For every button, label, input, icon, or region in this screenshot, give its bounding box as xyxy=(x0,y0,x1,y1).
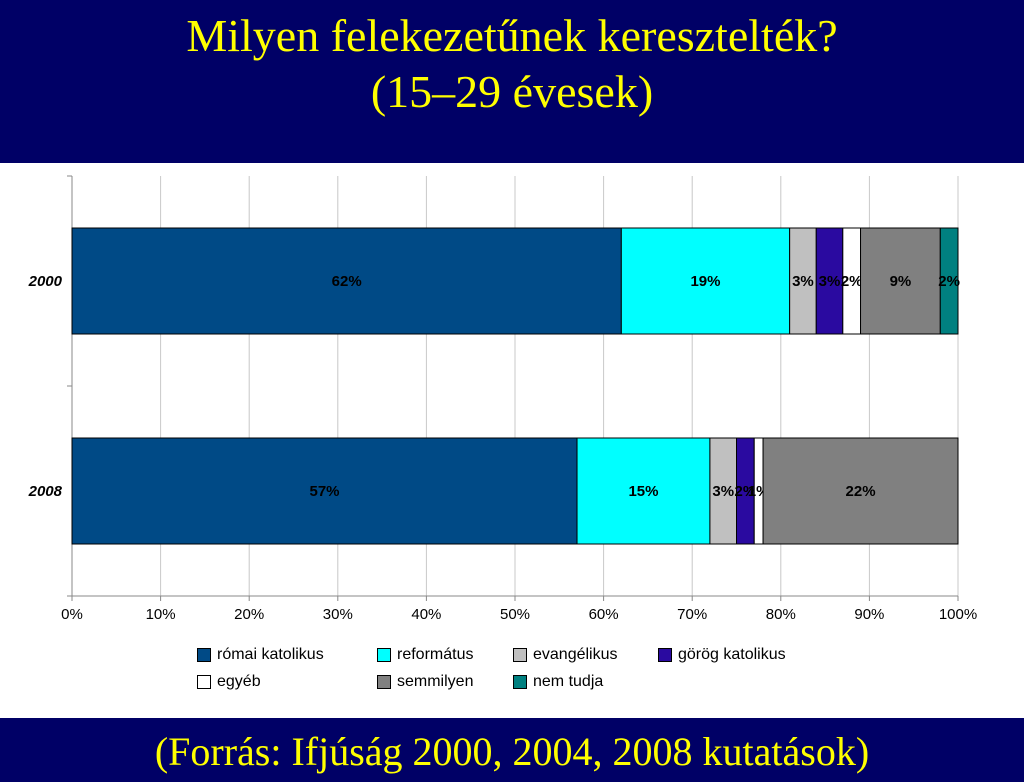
data-label: 3% xyxy=(819,273,841,290)
x-tick-label: 100% xyxy=(939,606,977,623)
bar-segment xyxy=(815,227,844,335)
bar-segment xyxy=(789,227,817,335)
x-tick-label: 60% xyxy=(589,606,619,623)
chart-panel: 0% 10% 20% 30% 40% 50% 60% 70% 80% 90% 100% 2000 62%… xyxy=(0,163,1024,718)
legend-swatch xyxy=(513,648,527,662)
title-line-2: (15–29 évesek) xyxy=(370,66,654,117)
legend-label: egyéb xyxy=(217,673,261,690)
legend-item: római katolikus xyxy=(197,644,377,666)
legend-item: semmilyen xyxy=(377,671,513,693)
category-label: 2008 xyxy=(28,483,63,500)
data-label: 2% xyxy=(938,273,960,290)
x-tick-label: 70% xyxy=(677,606,707,623)
legend-item: nem tudja xyxy=(513,671,658,693)
legend-item: evangélikus xyxy=(513,644,658,666)
data-label: 57% xyxy=(309,483,339,500)
legend-swatch xyxy=(513,675,527,689)
data-label: 15% xyxy=(628,483,658,500)
legend-label: semmilyen xyxy=(397,673,474,690)
data-label: 3% xyxy=(712,483,734,500)
x-tick-label: 30% xyxy=(323,606,353,623)
x-tick-label: 10% xyxy=(146,606,176,623)
bar-segment xyxy=(620,227,791,335)
x-tick-label: 80% xyxy=(766,606,796,623)
slide-title: Milyen felekezetűnek keresztelték? (15–2… xyxy=(0,8,1024,120)
bar-segment xyxy=(860,227,941,335)
bar-segment xyxy=(576,437,711,545)
legend-swatch xyxy=(377,675,391,689)
x-tick-label: 50% xyxy=(500,606,530,623)
legend-label: református xyxy=(397,646,474,663)
legend-item: görög katolikus xyxy=(658,644,828,666)
legend-label: nem tudja xyxy=(533,673,604,690)
legend-swatch xyxy=(658,648,672,662)
legend-label: evangélikus xyxy=(533,646,618,663)
data-label: 22% xyxy=(846,483,876,500)
bar-segment xyxy=(762,437,959,545)
legend-swatch xyxy=(197,648,211,662)
category-label: 2000 xyxy=(28,273,63,290)
data-label: 9% xyxy=(890,273,912,290)
legend-label: görög katolikus xyxy=(678,646,786,663)
legend-swatch xyxy=(377,648,391,662)
source-footer: (Forrás: Ifjúság 2000, 2004, 2008 kutatá… xyxy=(154,729,870,774)
x-tick-label: 90% xyxy=(854,606,884,623)
data-label: 62% xyxy=(332,273,362,290)
bar-segment xyxy=(939,227,959,335)
chart-legend: római katolikus református evangélikus görö… xyxy=(197,644,828,693)
x-tick-label: 40% xyxy=(411,606,441,623)
data-label: 2% xyxy=(841,273,863,290)
legend-item: református xyxy=(377,644,513,666)
data-label: 19% xyxy=(690,273,720,290)
x-tick-label: 0% xyxy=(61,606,83,623)
stacked-bar-chart: 0% 10% 20% 30% 40% 50% 60% 70% 80% 90% 100% 2000 62%… xyxy=(28,175,977,623)
x-tick-label: 20% xyxy=(234,606,264,623)
legend-label: római katolikus xyxy=(217,646,324,663)
data-label: 3% xyxy=(792,273,814,290)
title-line-1: Milyen felekezetűnek keresztelték? xyxy=(186,10,838,61)
bar-segment xyxy=(71,437,578,545)
legend-item: egyéb xyxy=(197,671,377,693)
legend-swatch xyxy=(197,675,211,689)
bar-segment xyxy=(709,437,737,545)
data-label: 2% xyxy=(735,483,757,500)
